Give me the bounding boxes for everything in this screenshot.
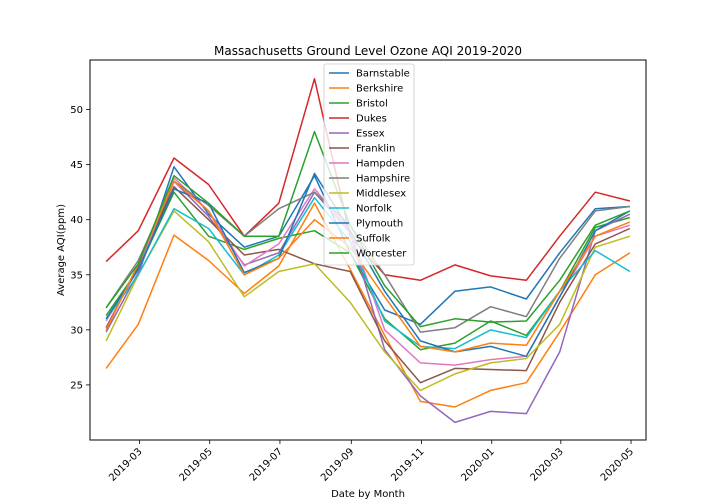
series-line-norfolk <box>105 196 631 350</box>
series-line-suffolk <box>105 180 631 353</box>
y-tick-label: 30 <box>70 325 83 336</box>
y-axis: 25 30 35 40 45 50 <box>70 105 90 391</box>
legend-label: Barnstable <box>356 69 410 80</box>
series-line-franklin <box>105 185 631 384</box>
x-axis-label: Date by Month <box>331 489 405 500</box>
legend-label: Franklin <box>356 144 395 155</box>
legend-box <box>323 63 415 266</box>
y-tick-label: 50 <box>70 105 83 116</box>
y-axis-label: Average AQI(ppm) <box>56 204 67 296</box>
series-line-berkshire <box>105 202 631 408</box>
legend-label: Worcester <box>356 249 407 260</box>
series-layer <box>105 77 631 424</box>
chart-title: Massachusetts Ground Level Ozone AQI 201… <box>214 44 522 58</box>
legend-label: Middlesex <box>356 189 406 200</box>
legend-label: Plymouth <box>356 219 403 230</box>
legend-label: Essex <box>356 129 385 140</box>
plot-area <box>89 59 647 441</box>
legend-label: Dukes <box>356 114 387 125</box>
y-tick-label: 40 <box>70 215 83 226</box>
legend-label: Suffolk <box>356 234 390 245</box>
legend-label: Norfolk <box>356 204 392 215</box>
legend-label: Hampshire <box>356 174 410 185</box>
legend-label: Berkshire <box>356 84 403 95</box>
legend-label: Bristol <box>356 99 388 110</box>
legend-label: Hampden <box>356 159 405 170</box>
series-line-middlesex <box>105 210 631 392</box>
legend: Barnstable Berkshire Bristol Dukes Essex Fran… <box>323 63 415 266</box>
y-tick-label: 45 <box>70 160 83 171</box>
series-line-essex <box>105 180 631 424</box>
y-tick-label: 35 <box>70 270 83 281</box>
y-tick-label: 25 <box>70 380 83 391</box>
